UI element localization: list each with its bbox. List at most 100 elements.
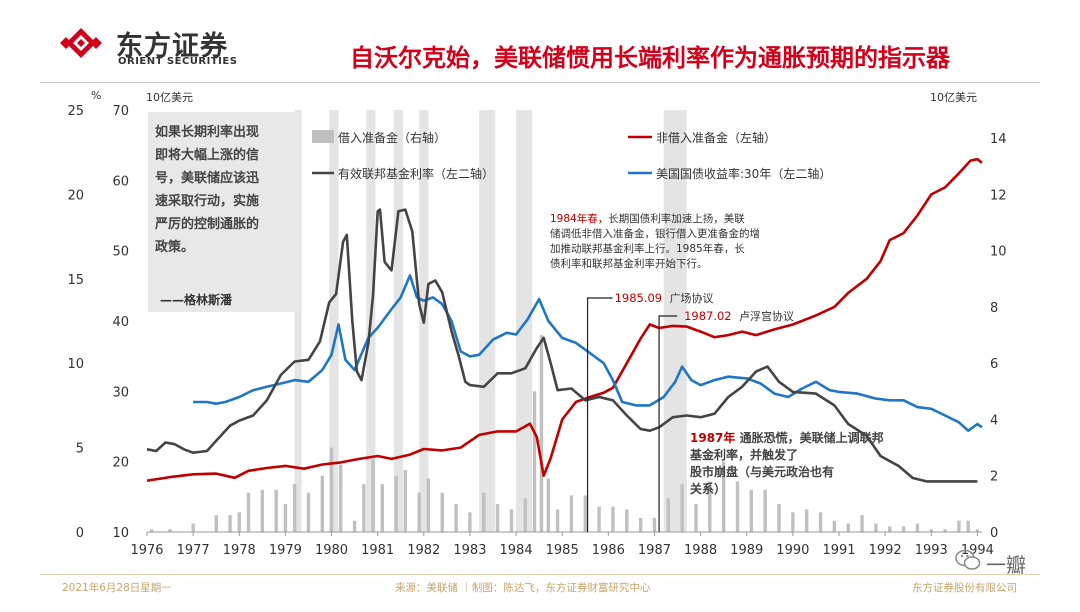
louvre-label: 卢浮宫协议 <box>739 309 794 323</box>
borrowed-bar <box>915 523 920 532</box>
borrowed-bar <box>246 492 251 532</box>
quote-line: 速采取行动，实施 <box>155 193 259 209</box>
borrowed-bar <box>362 484 366 532</box>
borrowed-bar <box>532 391 537 532</box>
louvre-date: 1987.02 <box>684 309 732 323</box>
plaza-label: 广场协议 <box>670 291 714 305</box>
y-inner-tick-label: 60 <box>112 174 129 189</box>
borrowed-bar <box>874 523 878 532</box>
borrowed-bar <box>652 517 657 532</box>
borrowed-bar <box>454 503 458 532</box>
borrowed-bar <box>818 512 823 532</box>
x-tick-label: 1990 <box>776 543 809 558</box>
quote-line: 政策。 <box>155 239 194 255</box>
borrowed-bar <box>888 526 892 532</box>
y-right-tick-label: 4 <box>990 413 998 428</box>
unit-left-outer: % <box>91 89 102 102</box>
borrowed-bar <box>329 447 334 532</box>
borrowed-bar <box>666 498 670 532</box>
borrowed-bar <box>283 503 288 532</box>
x-tick-label: 1980 <box>315 543 348 558</box>
y-right-tick-label: 14 <box>990 132 1007 147</box>
borrowed-bar <box>417 492 421 532</box>
x-tick-label: 1985 <box>546 543 579 558</box>
borrowed-bar <box>306 492 311 532</box>
legend-label-nonborrowed: 非借入准备金（左轴） <box>656 130 776 145</box>
x-tick-label: 1984 <box>500 543 533 558</box>
annotation-1984-line: 加推动联邦基金利率上行。1985年春，长 <box>550 242 745 255</box>
shaded-period <box>294 110 302 532</box>
borrowed-bar <box>846 523 850 532</box>
borrowed-bar <box>482 492 486 532</box>
brand-name-en: ORIENT SECURITIES <box>118 56 238 67</box>
footer-date: 2021年6月28日星期一 <box>62 582 172 594</box>
x-tick-label: 1979 <box>269 543 302 558</box>
x-tick-label: 1982 <box>407 543 440 558</box>
annotation-1987-line: 关系） <box>690 481 726 496</box>
borrowed-bar <box>583 495 587 532</box>
orient-logo <box>60 28 102 58</box>
y-outer-tick-label: 10 <box>67 357 84 372</box>
borrowed-bar <box>860 515 864 532</box>
legend-label-treasury: 美国国债收益率:30年（左二轴） <box>656 166 831 181</box>
borrowed-bar <box>149 529 154 532</box>
y-right-tick-label: 6 <box>990 357 998 372</box>
title-divider <box>40 82 1040 83</box>
borrowed-bar <box>694 503 698 532</box>
borrowed-bar <box>371 458 375 532</box>
footer-company: 东方证券股份有限公司 <box>912 582 1017 594</box>
borrowed-bar <box>901 526 906 532</box>
headline: 自沃尔克始，美联储惯用长端利率作为通胀预期的指示器 <box>350 44 950 72</box>
borrowed-bar <box>966 520 970 532</box>
y-inner-tick-label: 40 <box>112 315 129 330</box>
x-tick-label: 1983 <box>453 543 486 558</box>
logo-mark-icon <box>60 28 102 58</box>
y-right-tick-label: 10 <box>990 245 1007 260</box>
wechat-icon <box>955 549 981 570</box>
brand-name-cn: 东方证券 <box>116 31 228 62</box>
y-inner-tick-label: 50 <box>112 245 129 260</box>
borrowed-bar <box>380 484 384 532</box>
borrowed-bar <box>680 484 684 532</box>
y-right-tick-label: 12 <box>990 188 1007 203</box>
annotation-1987-line: 1987年 通胀恐慌，美联储上调联邦 <box>690 430 884 445</box>
legend-swatch-borrowed <box>312 130 334 143</box>
unit-left-inner: 10亿美元 <box>146 91 193 104</box>
borrowed-bar <box>597 506 601 532</box>
x-tick-label: 1981 <box>361 543 394 558</box>
borrowed-bar <box>546 478 551 532</box>
shaded-period <box>329 110 339 532</box>
fed-funds-line <box>146 208 978 483</box>
borrowed-bar <box>763 489 767 532</box>
borrowed-bar <box>228 515 232 532</box>
nonborrowed-line <box>146 157 983 482</box>
footer-divider <box>40 574 1040 575</box>
borrowed-bar <box>523 498 527 532</box>
y-outer-tick-label: 0 <box>76 526 84 541</box>
louvre-marker <box>658 315 678 532</box>
x-tick-label: 1992 <box>869 543 902 558</box>
x-tick-label: 1989 <box>730 543 763 558</box>
borrowed-bar <box>721 461 726 532</box>
borrowed-bar <box>339 464 343 532</box>
borrowed-bar <box>191 523 195 532</box>
borrowed-bar <box>749 489 754 532</box>
x-tick-label: 1976 <box>130 543 163 558</box>
plaza-marker <box>586 297 613 532</box>
borrowed-bar <box>929 529 933 532</box>
borrowed-bar <box>791 512 795 532</box>
quote-line: 严厉的控制通胀的 <box>154 216 259 232</box>
borrowed-bar <box>320 475 325 532</box>
borrowed-bar <box>426 478 431 532</box>
borrowed-bar <box>394 475 398 532</box>
quote-attribution: ——格林斯潘 <box>160 292 233 307</box>
borrowed-bar <box>611 506 615 532</box>
y-right-tick-label: 0 <box>990 526 998 541</box>
y-inner-tick-label: 70 <box>112 104 129 119</box>
treasury-30y-line <box>193 274 983 432</box>
borrowed-bar <box>735 481 740 532</box>
x-tick-label: 1987 <box>638 543 671 558</box>
borrowed-bar <box>274 489 278 532</box>
